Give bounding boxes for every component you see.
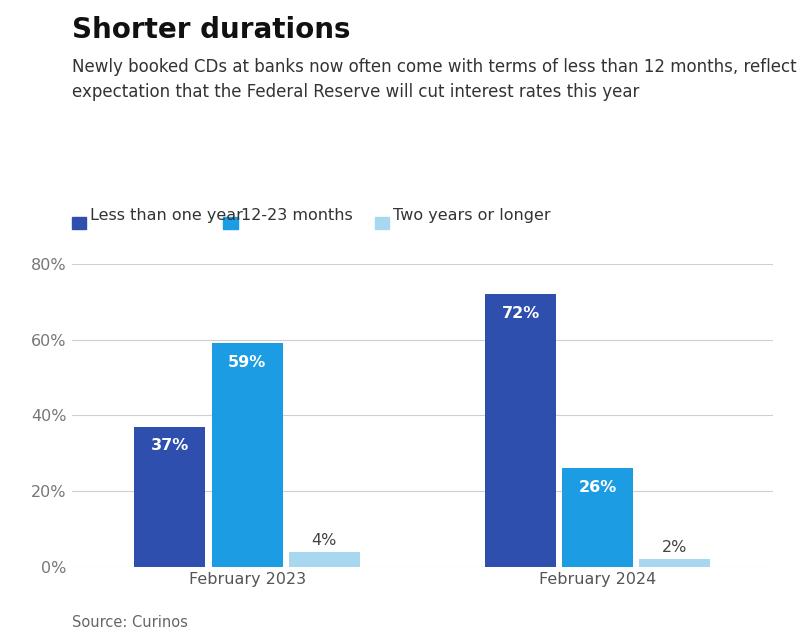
Bar xyxy=(211,343,283,567)
Bar xyxy=(289,551,359,567)
Bar xyxy=(562,468,634,567)
Text: 37%: 37% xyxy=(151,438,189,453)
Bar xyxy=(639,559,710,567)
Text: Two years or longer: Two years or longer xyxy=(393,209,551,223)
Bar xyxy=(135,427,206,567)
Text: 12-23 months: 12-23 months xyxy=(241,209,353,223)
Text: 2%: 2% xyxy=(662,540,688,555)
Text: Shorter durations: Shorter durations xyxy=(72,16,350,44)
Text: 4%: 4% xyxy=(312,533,337,548)
Text: Less than one year: Less than one year xyxy=(90,209,243,223)
Text: 59%: 59% xyxy=(228,355,266,370)
Text: 72%: 72% xyxy=(501,306,540,321)
Bar xyxy=(485,294,556,567)
Text: 26%: 26% xyxy=(579,480,617,495)
Text: Newly booked CDs at banks now often come with terms of less than 12 months, refl: Newly booked CDs at banks now often come… xyxy=(72,58,797,101)
Text: Source: Curinos: Source: Curinos xyxy=(72,615,187,630)
